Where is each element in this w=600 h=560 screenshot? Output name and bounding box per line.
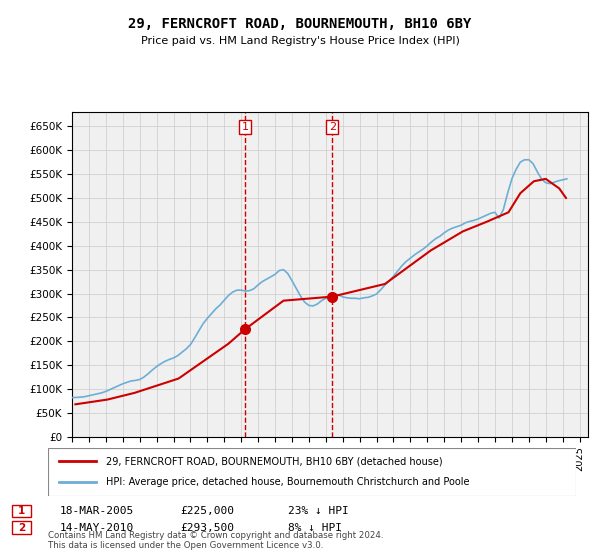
- Text: 2: 2: [329, 122, 336, 132]
- Text: 8% ↓ HPI: 8% ↓ HPI: [288, 522, 342, 533]
- Text: 29, FERNCROFT ROAD, BOURNEMOUTH, BH10 6BY: 29, FERNCROFT ROAD, BOURNEMOUTH, BH10 6B…: [128, 17, 472, 31]
- Text: HPI: Average price, detached house, Bournemouth Christchurch and Poole: HPI: Average price, detached house, Bour…: [106, 477, 470, 487]
- Text: £225,000: £225,000: [180, 506, 234, 516]
- FancyBboxPatch shape: [48, 448, 576, 496]
- Text: 1: 1: [18, 506, 25, 516]
- Text: 1: 1: [241, 122, 248, 132]
- Text: 23% ↓ HPI: 23% ↓ HPI: [288, 506, 349, 516]
- Text: 29, FERNCROFT ROAD, BOURNEMOUTH, BH10 6BY (detached house): 29, FERNCROFT ROAD, BOURNEMOUTH, BH10 6B…: [106, 456, 443, 466]
- Text: 18-MAR-2005: 18-MAR-2005: [60, 506, 134, 516]
- Text: Contains HM Land Registry data © Crown copyright and database right 2024.
This d: Contains HM Land Registry data © Crown c…: [48, 530, 383, 550]
- Text: 2: 2: [18, 522, 25, 533]
- Text: Price paid vs. HM Land Registry's House Price Index (HPI): Price paid vs. HM Land Registry's House …: [140, 36, 460, 46]
- Text: 14-MAY-2010: 14-MAY-2010: [60, 522, 134, 533]
- Text: £293,500: £293,500: [180, 522, 234, 533]
